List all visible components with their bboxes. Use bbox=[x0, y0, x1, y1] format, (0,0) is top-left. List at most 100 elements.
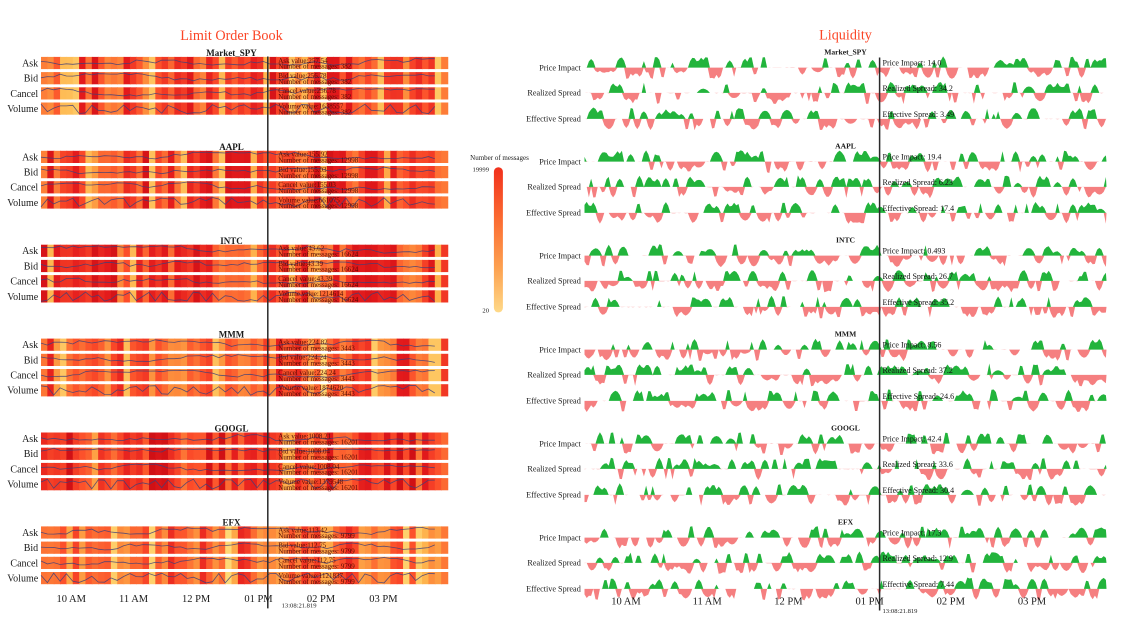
svg-text:10 AM: 10 AM bbox=[611, 596, 641, 607]
svg-text:Number of messages: 9799: Number of messages: 9799 bbox=[278, 532, 355, 540]
svg-text:EFX: EFX bbox=[223, 518, 242, 528]
svg-text:Price Impact: 17.3: Price Impact: 17.3 bbox=[883, 529, 942, 538]
svg-text:Effective Spread: Effective Spread bbox=[526, 585, 581, 594]
svg-text:Liquidity: Liquidity bbox=[819, 28, 873, 44]
svg-text:Number of messages: 3443: Number of messages: 3443 bbox=[278, 375, 355, 383]
svg-text:Bid: Bid bbox=[24, 261, 38, 272]
svg-text:Bid: Bid bbox=[24, 543, 38, 554]
svg-text:Volume: Volume bbox=[7, 574, 38, 585]
svg-text:Effective Spread: 3.49: Effective Spread: 3.49 bbox=[883, 110, 955, 119]
svg-text:Effective Spread: 24.6: Effective Spread: 24.6 bbox=[883, 392, 955, 401]
svg-text:Number of messages: 16201: Number of messages: 16201 bbox=[278, 438, 358, 446]
svg-text:Volume value:1874620: Volume value:1874620 bbox=[278, 384, 344, 392]
svg-text:Ask: Ask bbox=[22, 58, 38, 69]
svg-text:Cancel: Cancel bbox=[10, 89, 38, 100]
svg-text:INTC: INTC bbox=[836, 235, 855, 244]
svg-text:Number of messages: 16201: Number of messages: 16201 bbox=[278, 454, 358, 462]
svg-text:Ask value:113.42: Ask value:113.42 bbox=[278, 526, 328, 534]
svg-text:Number of messages: 12998: Number of messages: 12998 bbox=[278, 172, 358, 180]
svg-text:Realized Spread: Realized Spread bbox=[527, 89, 580, 98]
svg-text:Ask value:43.62: Ask value:43.62 bbox=[278, 245, 324, 253]
svg-text:MMM: MMM bbox=[219, 330, 245, 340]
svg-text:19999: 19999 bbox=[473, 167, 490, 174]
svg-text:03 PM: 03 PM bbox=[1018, 596, 1047, 607]
svg-text:02 PM: 02 PM bbox=[937, 596, 966, 607]
svg-text:Price Impact: 0.493: Price Impact: 0.493 bbox=[883, 247, 946, 256]
svg-text:Bid: Bid bbox=[24, 168, 38, 179]
svg-text:GOOGL: GOOGL bbox=[831, 423, 860, 432]
svg-text:Number of messages: 382: Number of messages: 382 bbox=[278, 63, 351, 71]
svg-text:Bid value:256.78: Bid value:256.78 bbox=[278, 72, 327, 80]
svg-text:Number of messages: 16624: Number of messages: 16624 bbox=[278, 296, 358, 304]
svg-text:10 AM: 10 AM bbox=[56, 594, 86, 605]
svg-text:Volume: Volume bbox=[7, 104, 38, 115]
svg-text:01 PM: 01 PM bbox=[244, 594, 273, 605]
svg-text:Cancel: Cancel bbox=[10, 183, 38, 194]
svg-text:Volume value:1121837: Volume value:1121837 bbox=[278, 572, 343, 580]
svg-text:Number of messages: 382: Number of messages: 382 bbox=[278, 108, 351, 116]
svg-text:Ask: Ask bbox=[22, 434, 38, 445]
svg-text:Realized Spread: Realized Spread bbox=[527, 559, 580, 568]
svg-text:Price Impact: Price Impact bbox=[539, 439, 581, 448]
svg-text:Number of messages: 382: Number of messages: 382 bbox=[278, 93, 351, 101]
svg-text:Effective Spread: 17.4: Effective Spread: 17.4 bbox=[883, 204, 955, 213]
svg-text:Number of messages: 16201: Number of messages: 16201 bbox=[278, 484, 358, 492]
svg-text:Volume value:1638557: Volume value:1638557 bbox=[278, 102, 344, 110]
svg-text:Ask value:257.54: Ask value:257.54 bbox=[278, 57, 328, 65]
svg-text:Effective Spread: 30.4: Effective Spread: 30.4 bbox=[883, 486, 955, 495]
svg-text:Realized Spread: 26.7: Realized Spread: 26.7 bbox=[883, 272, 953, 281]
svg-text:Ask: Ask bbox=[22, 528, 38, 539]
svg-text:Effective Spread: Effective Spread bbox=[526, 303, 581, 312]
svg-text:Ask value:1008.21: Ask value:1008.21 bbox=[278, 432, 331, 440]
svg-text:Price Impact: Price Impact bbox=[539, 533, 581, 542]
svg-text:Price Impact: 19.4: Price Impact: 19.4 bbox=[883, 153, 942, 162]
svg-text:AAPL: AAPL bbox=[219, 142, 244, 152]
svg-text:Limit Order Book: Limit Order Book bbox=[180, 28, 283, 44]
svg-text:Realized Spread: 12.9: Realized Spread: 12.9 bbox=[883, 554, 953, 563]
svg-text:13:08:21.819: 13:08:21.819 bbox=[282, 603, 318, 610]
svg-text:Realized Spread: Realized Spread bbox=[527, 183, 580, 192]
svg-text:Number of messages: 12998: Number of messages: 12998 bbox=[278, 187, 358, 195]
svg-text:Market_SPY: Market_SPY bbox=[824, 47, 867, 56]
svg-text:Number of messages: 9799: Number of messages: 9799 bbox=[278, 563, 355, 571]
svg-text:Bid: Bid bbox=[24, 449, 38, 460]
svg-text:Effective Spread: 35.2: Effective Spread: 35.2 bbox=[883, 298, 955, 307]
svg-text:GOOGL: GOOGL bbox=[214, 424, 248, 434]
svg-text:Effective Spread: Effective Spread bbox=[526, 397, 581, 406]
svg-text:Volume: Volume bbox=[7, 292, 38, 303]
svg-text:Cancel value:1008.04: Cancel value:1008.04 bbox=[278, 463, 340, 471]
svg-text:Number of messages: 16624: Number of messages: 16624 bbox=[278, 266, 358, 274]
svg-text:Number of messages: 3443: Number of messages: 3443 bbox=[278, 360, 355, 368]
svg-text:Market_SPY: Market_SPY bbox=[206, 48, 257, 58]
svg-text:Ask value:224.82: Ask value:224.82 bbox=[278, 339, 328, 347]
svg-text:Volume: Volume bbox=[7, 386, 38, 397]
svg-text:Ask: Ask bbox=[22, 152, 38, 163]
svg-text:Realized Spread: 34.2: Realized Spread: 34.2 bbox=[883, 84, 953, 93]
svg-text:Effective Spread: Effective Spread bbox=[526, 115, 581, 124]
svg-text:Number of messages: 12998: Number of messages: 12998 bbox=[278, 157, 358, 165]
svg-text:Bid value:43.39: Bid value:43.39 bbox=[278, 260, 323, 268]
svg-text:Price Impact: Price Impact bbox=[539, 157, 581, 166]
svg-text:Realized Spread: Realized Spread bbox=[527, 277, 580, 286]
svg-text:Number of messages: 16624: Number of messages: 16624 bbox=[278, 281, 358, 289]
svg-text:Price Impact: Price Impact bbox=[539, 345, 581, 354]
svg-text:Number of messages: 9799: Number of messages: 9799 bbox=[278, 547, 355, 555]
svg-text:Number of messages: 9799: Number of messages: 9799 bbox=[278, 578, 355, 586]
svg-text:Effective Spread: Effective Spread bbox=[526, 209, 581, 218]
svg-text:11 AM: 11 AM bbox=[693, 596, 723, 607]
svg-text:MMM: MMM bbox=[835, 329, 857, 338]
svg-text:Realized Spread: Realized Spread bbox=[527, 465, 580, 474]
svg-text:EFX: EFX bbox=[838, 517, 854, 526]
svg-text:03 PM: 03 PM bbox=[369, 594, 398, 605]
svg-text:Cancel: Cancel bbox=[10, 464, 38, 475]
svg-text:Number of messages: 12998: Number of messages: 12998 bbox=[278, 202, 358, 210]
svg-text:Price Impact: 42.4: Price Impact: 42.4 bbox=[883, 435, 942, 444]
svg-text:Price Impact: Price Impact bbox=[539, 251, 581, 260]
svg-text:Number of messages: Number of messages bbox=[470, 154, 529, 162]
svg-text:INTC: INTC bbox=[220, 236, 243, 246]
svg-text:12 PM: 12 PM bbox=[182, 594, 211, 605]
svg-text:Realized Spread: 37.2: Realized Spread: 37.2 bbox=[883, 366, 953, 375]
svg-text:Cancel value:224.24: Cancel value:224.24 bbox=[278, 369, 336, 377]
svg-text:Price Impact: 14.0: Price Impact: 14.0 bbox=[883, 59, 942, 68]
svg-text:Cancel: Cancel bbox=[10, 558, 38, 569]
